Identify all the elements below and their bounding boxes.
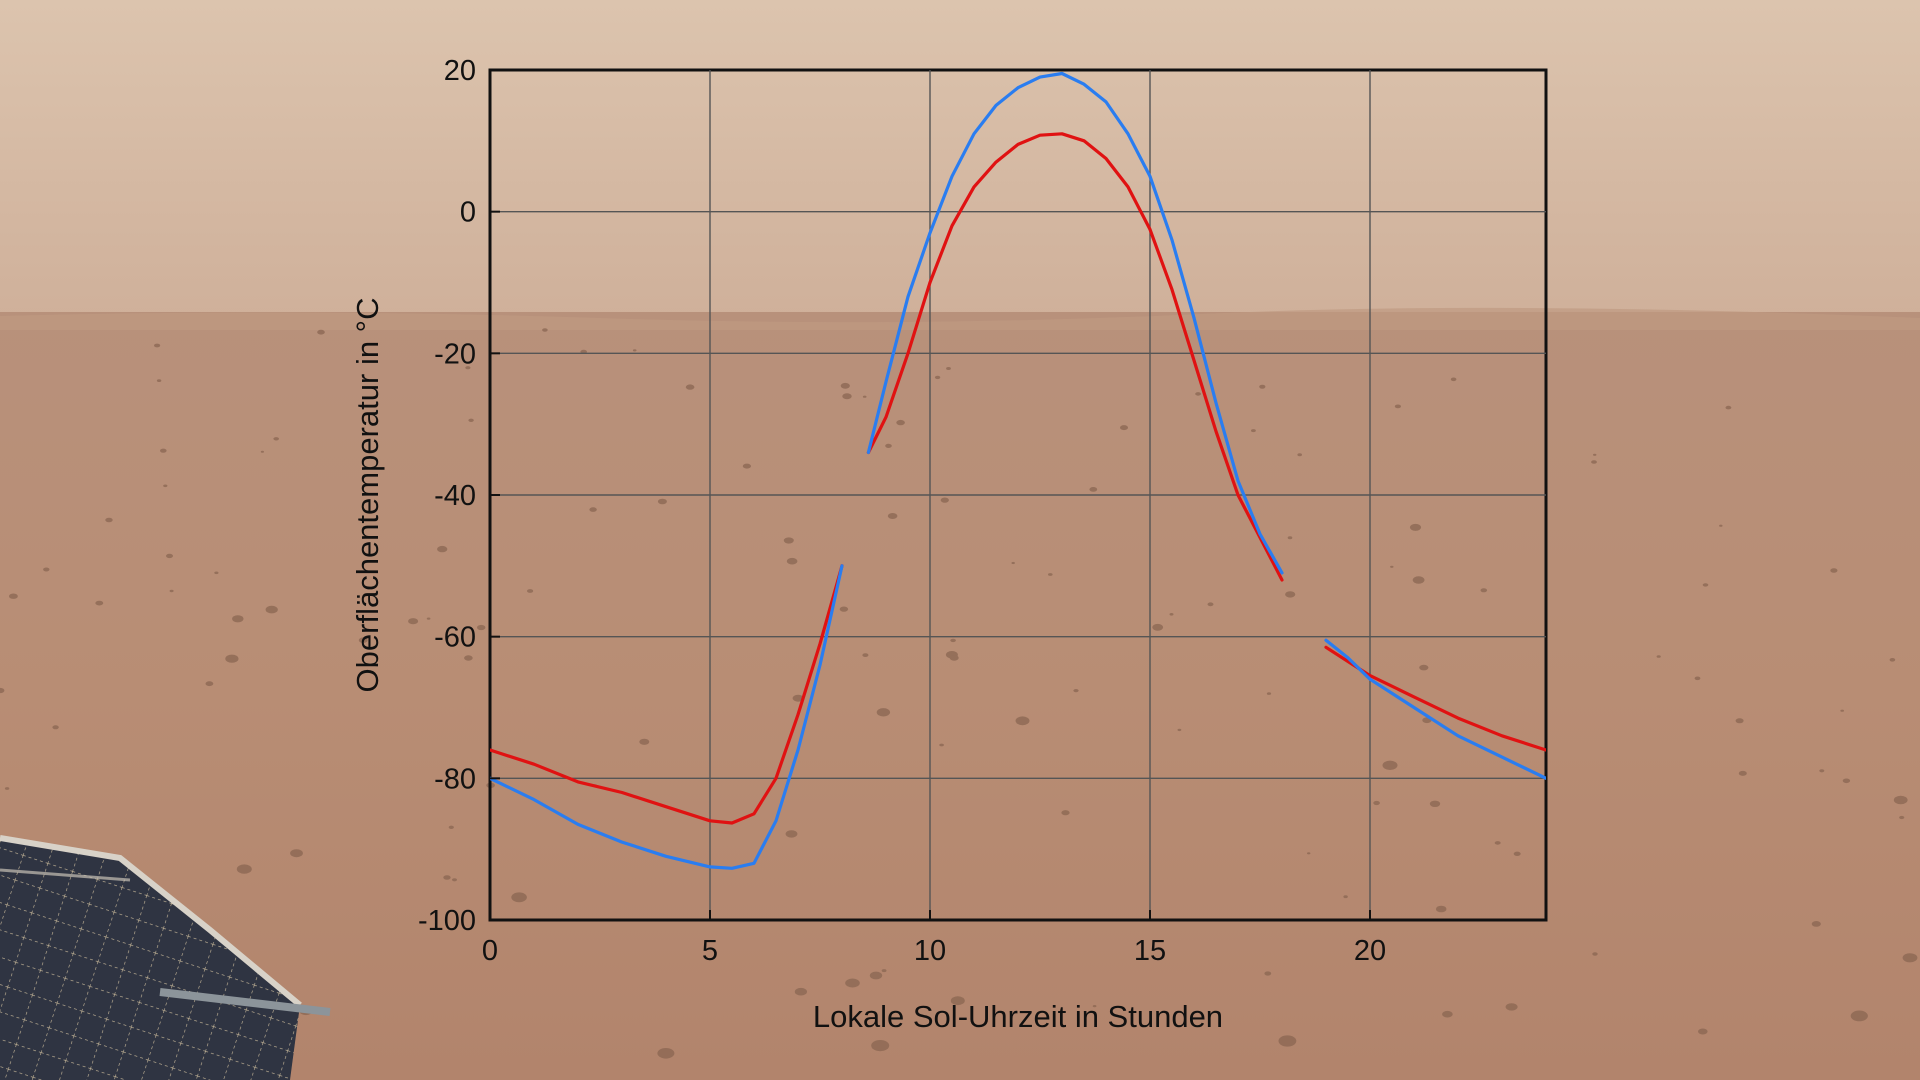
x-tick-label: 0 [482, 935, 498, 967]
x-tick-label: 10 [914, 935, 946, 967]
gridlines [490, 70, 1546, 920]
axis-ticks [489, 69, 1371, 921]
solar-panel-image [0, 835, 331, 1080]
x-tick-label: 5 [702, 935, 718, 967]
data-series [490, 71, 1546, 870]
series-0-line-segment-2 [1324, 645, 1546, 752]
tick-labels: 0 5 10 15 20 20 0 -20 -40 -60 -80 -100 [418, 55, 1386, 967]
x-tick-label: 15 [1134, 935, 1166, 967]
y-tick-label: -100 [418, 905, 476, 937]
series-1-line-segment-2 [1324, 638, 1546, 780]
series-0-line-segment-1 [866, 132, 1284, 582]
y-tick-label: -40 [434, 480, 476, 512]
series-1-line-segment-0 [490, 564, 844, 870]
series-0-line-segment-0 [490, 564, 844, 825]
y-tick-label: 20 [444, 55, 476, 87]
x-axis-label: Lokale Sol-Uhrzeit in Stunden [813, 999, 1223, 1034]
y-tick-label: -20 [434, 338, 476, 370]
x-tick-label: 20 [1354, 935, 1386, 967]
y-tick-label: -60 [434, 622, 476, 654]
series-1-line-segment-1 [866, 71, 1284, 575]
y-tick-label: 0 [460, 197, 476, 229]
y-axis-label: Oberflächentemperatur in °C [350, 298, 385, 693]
y-tick-label: -80 [434, 763, 476, 795]
